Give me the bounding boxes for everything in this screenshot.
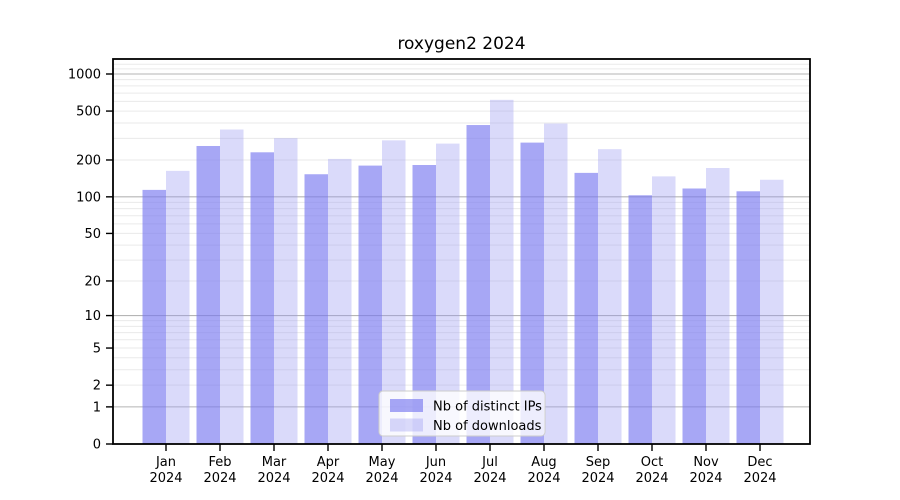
bar-downloads-oct xyxy=(652,176,676,444)
x-tick-label-year: 2024 xyxy=(149,471,182,486)
bar-distinct-ips-jun xyxy=(412,165,436,444)
x-tick-label-year: 2024 xyxy=(689,471,722,486)
bar-downloads-mar xyxy=(274,138,298,444)
x-tick-label-year: 2024 xyxy=(635,471,668,486)
bar-downloads-jul xyxy=(490,99,514,445)
x-tick-label-month: Nov xyxy=(693,455,719,470)
y-tick-label: 100 xyxy=(76,190,101,205)
y-tick-label: 1000 xyxy=(68,68,101,83)
chart-title: roxygen2 2024 xyxy=(397,34,526,54)
bar-distinct-ips-aug xyxy=(520,142,544,444)
x-tick-label-month: Apr xyxy=(317,455,340,470)
bar-distinct-ips-apr xyxy=(304,174,328,444)
bar-distinct-ips-dec xyxy=(736,191,760,444)
y-tick-label: 10 xyxy=(84,309,101,324)
bar-downloads-nov xyxy=(706,168,730,444)
x-tick-label-year: 2024 xyxy=(365,471,398,486)
x-tick-label-year: 2024 xyxy=(311,471,344,486)
x-tick-label-month: Aug xyxy=(531,455,556,470)
bar-distinct-ips-may xyxy=(358,165,382,444)
bar-distinct-ips-sep xyxy=(574,172,598,444)
y-tick-label: 200 xyxy=(76,153,101,168)
bar-distinct-ips-oct xyxy=(628,195,652,444)
bar-downloads-may xyxy=(382,140,406,444)
x-tick-label-year: 2024 xyxy=(257,471,290,486)
x-tick-label-month: Oct xyxy=(641,455,663,470)
x-tick-label-month: Sep xyxy=(586,455,611,470)
bar-downloads-sep xyxy=(598,149,622,445)
x-tick-label-year: 2024 xyxy=(743,471,776,486)
bar-downloads-aug xyxy=(544,123,568,445)
y-tick-label: 0 xyxy=(93,438,101,453)
x-tick-label-month: May xyxy=(369,455,396,470)
legend-label-distinct-ips: Nb of distinct IPs xyxy=(433,400,542,415)
y-tick-label: 50 xyxy=(84,227,101,242)
x-tick-label-year: 2024 xyxy=(527,471,560,486)
x-tick-label-year: 2024 xyxy=(203,471,236,486)
x-tick-label-year: 2024 xyxy=(473,471,506,486)
x-tick-label-month: Jul xyxy=(481,455,498,470)
y-tick-label: 5 xyxy=(93,342,101,357)
bar-distinct-ips-mar xyxy=(250,152,274,444)
y-tick-label: 2 xyxy=(93,379,101,394)
x-tick-label-month: Jan xyxy=(155,455,176,470)
x-tick-label-month: Feb xyxy=(208,455,231,470)
bar-downloads-jun xyxy=(436,143,460,444)
legend-label-downloads: Nb of downloads xyxy=(433,419,542,434)
plot-frame xyxy=(112,58,811,445)
bar-downloads-dec xyxy=(760,179,784,444)
legend-swatch-distinct-ips xyxy=(390,399,423,412)
bar-distinct-ips-jan xyxy=(142,189,166,444)
legend-swatch-downloads xyxy=(390,418,423,432)
x-tick-label-month: Mar xyxy=(262,455,287,470)
x-tick-label-month: Dec xyxy=(747,455,772,470)
bar-distinct-ips-nov xyxy=(682,188,706,444)
bar-downloads-jan xyxy=(166,170,190,445)
bar-distinct-ips-jul xyxy=(466,125,490,444)
x-tick-label-month: Jun xyxy=(425,455,446,470)
y-tick-label: 20 xyxy=(84,274,101,289)
y-tick-label: 500 xyxy=(76,105,101,120)
bar-downloads-feb xyxy=(220,129,244,444)
bar-distinct-ips-feb xyxy=(196,145,220,444)
x-tick-label-year: 2024 xyxy=(581,471,614,486)
bar-downloads-apr xyxy=(328,158,352,445)
x-tick-label-year: 2024 xyxy=(419,471,452,486)
y-tick-label: 1 xyxy=(93,400,101,415)
